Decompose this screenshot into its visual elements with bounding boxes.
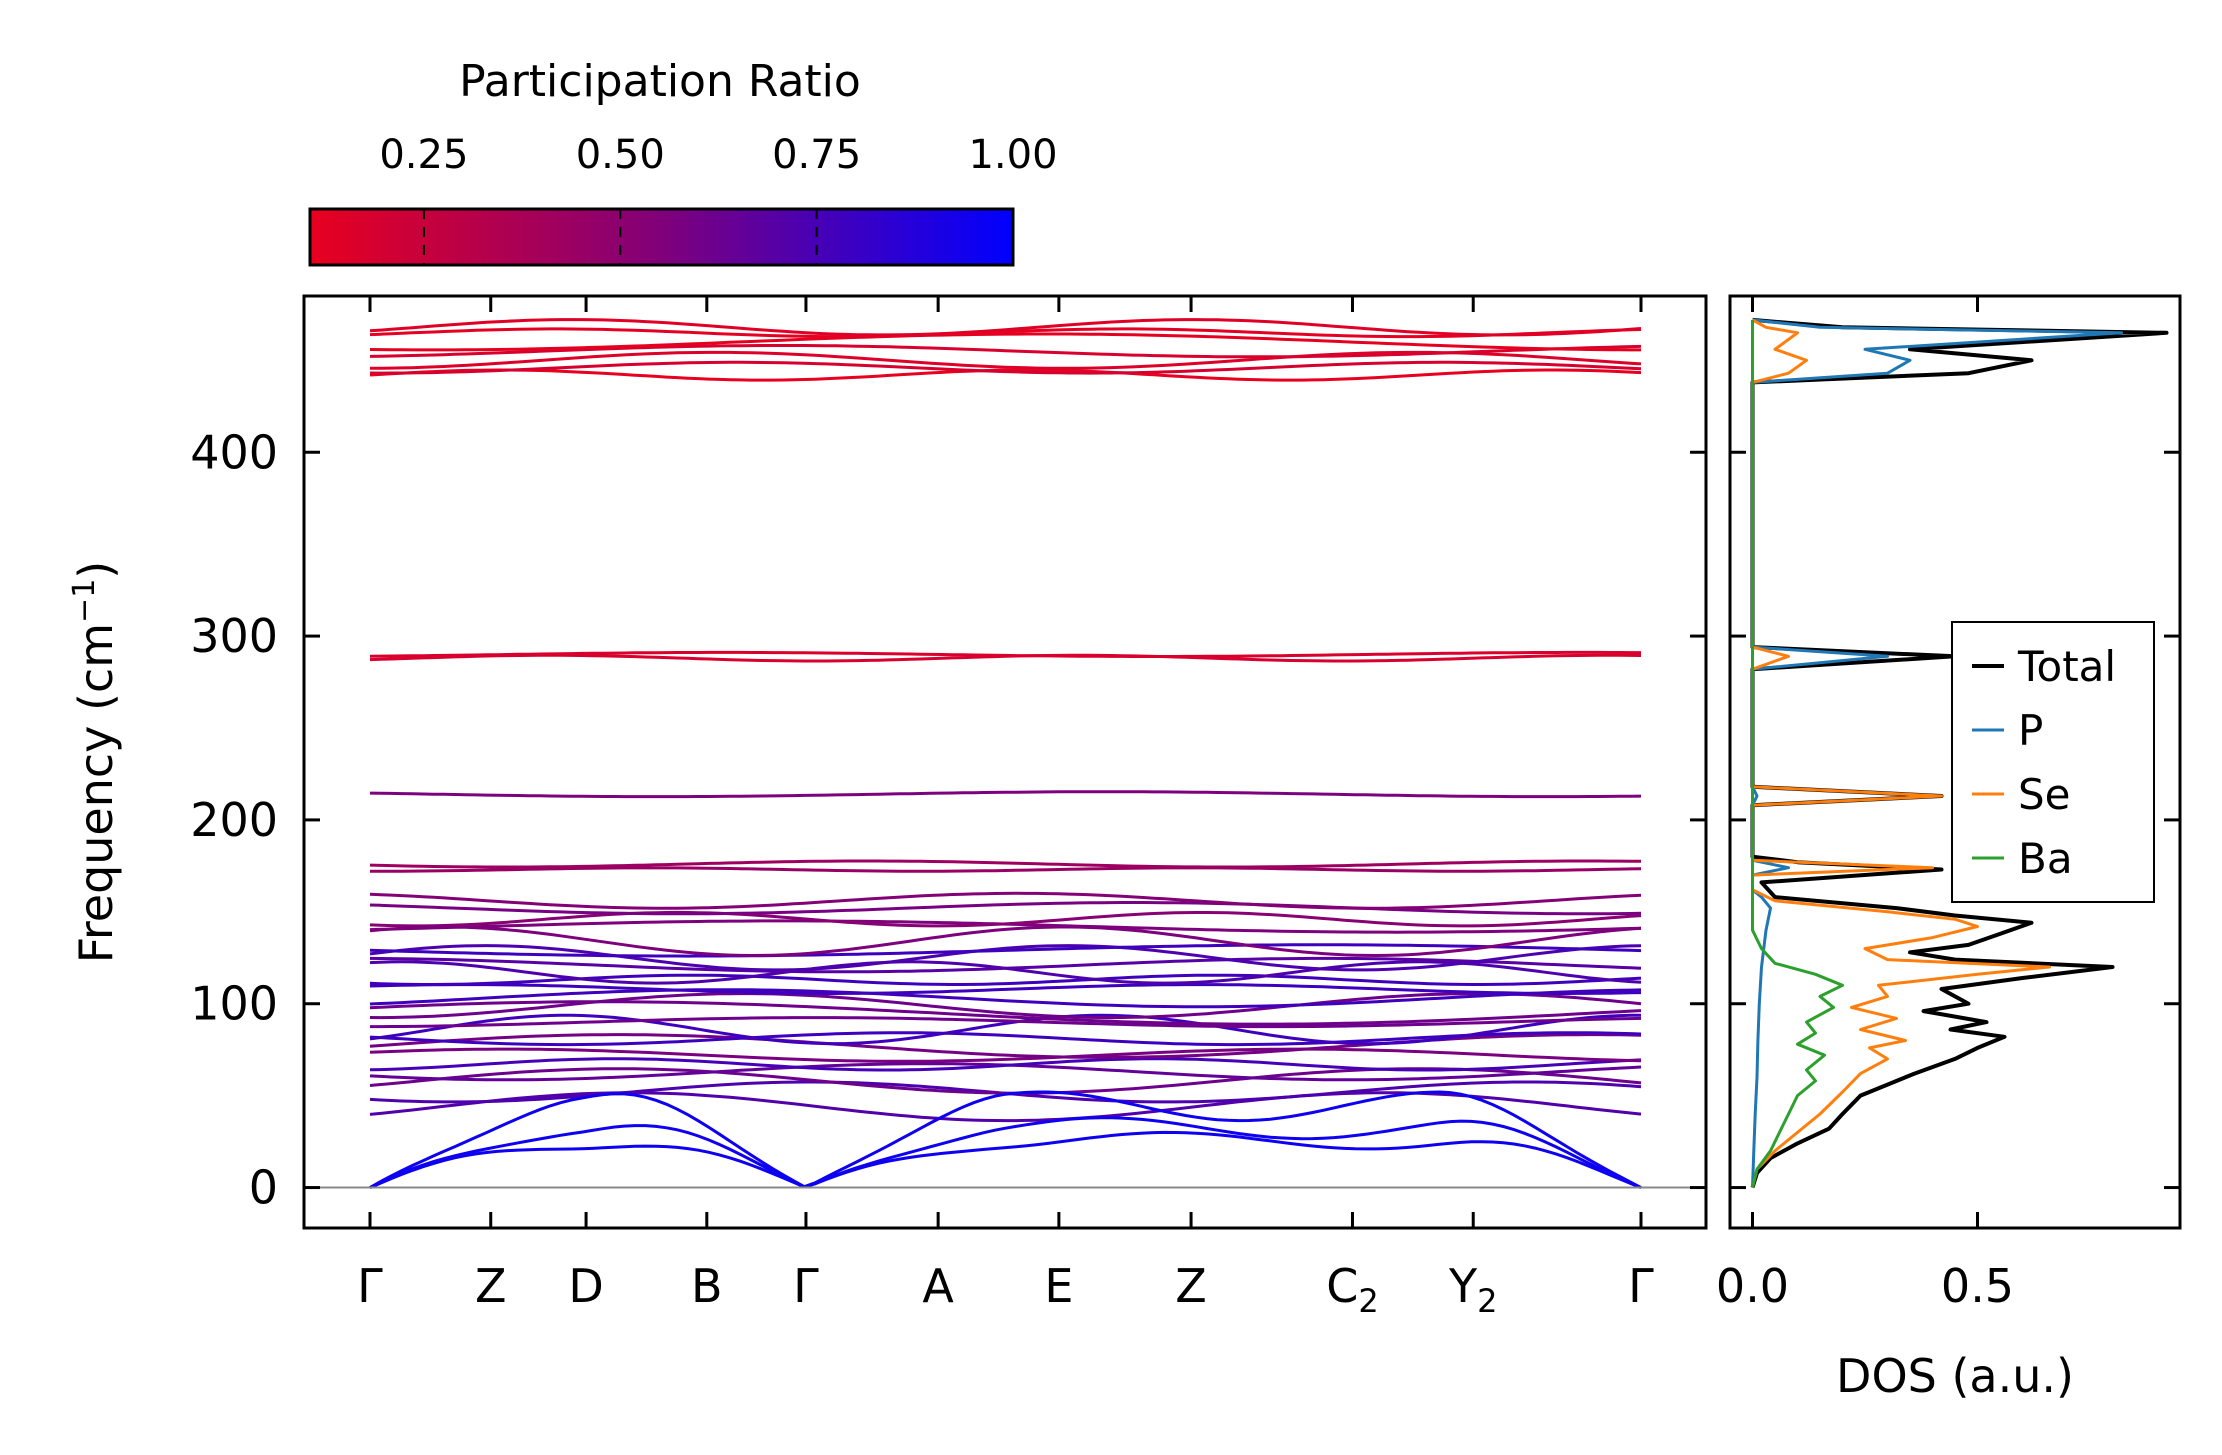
dos-x-tick-label: 0.5 (1941, 1259, 2014, 1313)
band-lines (369, 318, 1642, 1189)
optical-band (369, 956, 1642, 974)
optical-band (369, 891, 1642, 910)
optical-band (369, 943, 1642, 958)
k-point-label: Z (1175, 1259, 1207, 1313)
optical-band (369, 650, 1641, 658)
optical-band (369, 790, 1642, 799)
colorbar-title: Participation Ratio (459, 56, 861, 107)
acoustic-band (369, 1130, 1642, 1189)
legend-label: Se (2018, 770, 2071, 819)
band-axis-ticks: 0 100 200 300 400 Γ Z D B Γ A E Z C2 Y2 Γ (190, 296, 1706, 1320)
optical-band (369, 925, 1642, 958)
k-point-label: C2 (1326, 1259, 1378, 1320)
colorbar-gradient (308, 207, 1015, 267)
k-point-label: Y2 (1448, 1259, 1497, 1320)
optical-band (369, 327, 1642, 339)
k-point-label: D (568, 1259, 603, 1313)
k-point-label: Γ (793, 1259, 819, 1313)
legend-label: P (2018, 706, 2043, 755)
optical-band (369, 344, 1642, 359)
k-point-label: A (922, 1259, 954, 1313)
legend-label: Ba (2018, 834, 2073, 883)
optical-band (369, 988, 1642, 1009)
acoustic-band (369, 1116, 1642, 1189)
colorbar-tick-label: 0.25 (379, 132, 468, 178)
colorbar-tick-label: 1.00 (968, 132, 1057, 178)
optical-band (369, 1047, 1642, 1063)
optical-band (370, 1016, 1642, 1029)
optical-band (369, 318, 1642, 337)
optical-band (369, 992, 1642, 1020)
optical-band (370, 866, 1642, 873)
optical-band (369, 1067, 1642, 1095)
colorbar-ticks: 0.25 0.50 0.75 1.00 (379, 132, 1058, 265)
k-point-label: Γ (1628, 1259, 1654, 1313)
k-point-label: Z (475, 1259, 507, 1313)
dos-lines (1750, 317, 2169, 1189)
band-structure-panel: 0 100 200 300 400 Γ Z D B Γ A E Z C2 Y2 Γ Frequency (cm… (67, 294, 1708, 1320)
y-axis-label: Frequency (cm−1) (67, 561, 123, 964)
legend-label: Total (2017, 642, 2116, 691)
legend: Total P Se Ba (1951, 621, 2155, 903)
colorbar-tick-label: 0.50 (576, 132, 665, 178)
optical-band (369, 983, 1642, 995)
optical-band (369, 1057, 1642, 1072)
legend-items: Total P Se Ba (1972, 642, 2116, 883)
optical-band (369, 360, 1642, 375)
band-plot-frame (302, 294, 1708, 1230)
optical-band (369, 910, 1642, 928)
k-point-label: E (1044, 1259, 1073, 1313)
k-point-label: Γ (357, 1259, 383, 1313)
y-tick-label: 200 (190, 793, 278, 847)
dos-x-tick-label: 0.0 (1716, 1259, 1789, 1313)
y-tick-label: 100 (190, 977, 278, 1031)
colorbar: Participation Ratio 0.25 0.50 0.75 1.00 (308, 56, 1058, 267)
dos-axis-ticks: 0.0 0.5 (1716, 296, 2180, 1313)
dos-series-ba (1751, 319, 1844, 1188)
optical-band (369, 332, 1641, 352)
colorbar-tick-label: 0.75 (772, 132, 861, 178)
y-tick-label: 400 (190, 425, 278, 479)
x-axis-label: DOS (a.u.) (1836, 1349, 2074, 1403)
acoustic-band (369, 1090, 1642, 1189)
k-point-label: B (691, 1259, 723, 1313)
optical-band (369, 901, 1642, 916)
y-tick-label: 0 (249, 1161, 278, 1215)
optical-band (369, 1013, 1641, 1046)
optical-band (370, 350, 1642, 370)
optical-band (369, 944, 1642, 972)
dos-plot-frame (1728, 294, 2182, 1230)
optical-band (369, 1031, 1642, 1047)
optical-band (369, 859, 1642, 869)
y-tick-label: 300 (190, 609, 278, 663)
dos-panel: 0.0 0.5 DOS (a.u.) Total P Se Ba (1716, 294, 2182, 1403)
legend-box (1951, 621, 2155, 903)
